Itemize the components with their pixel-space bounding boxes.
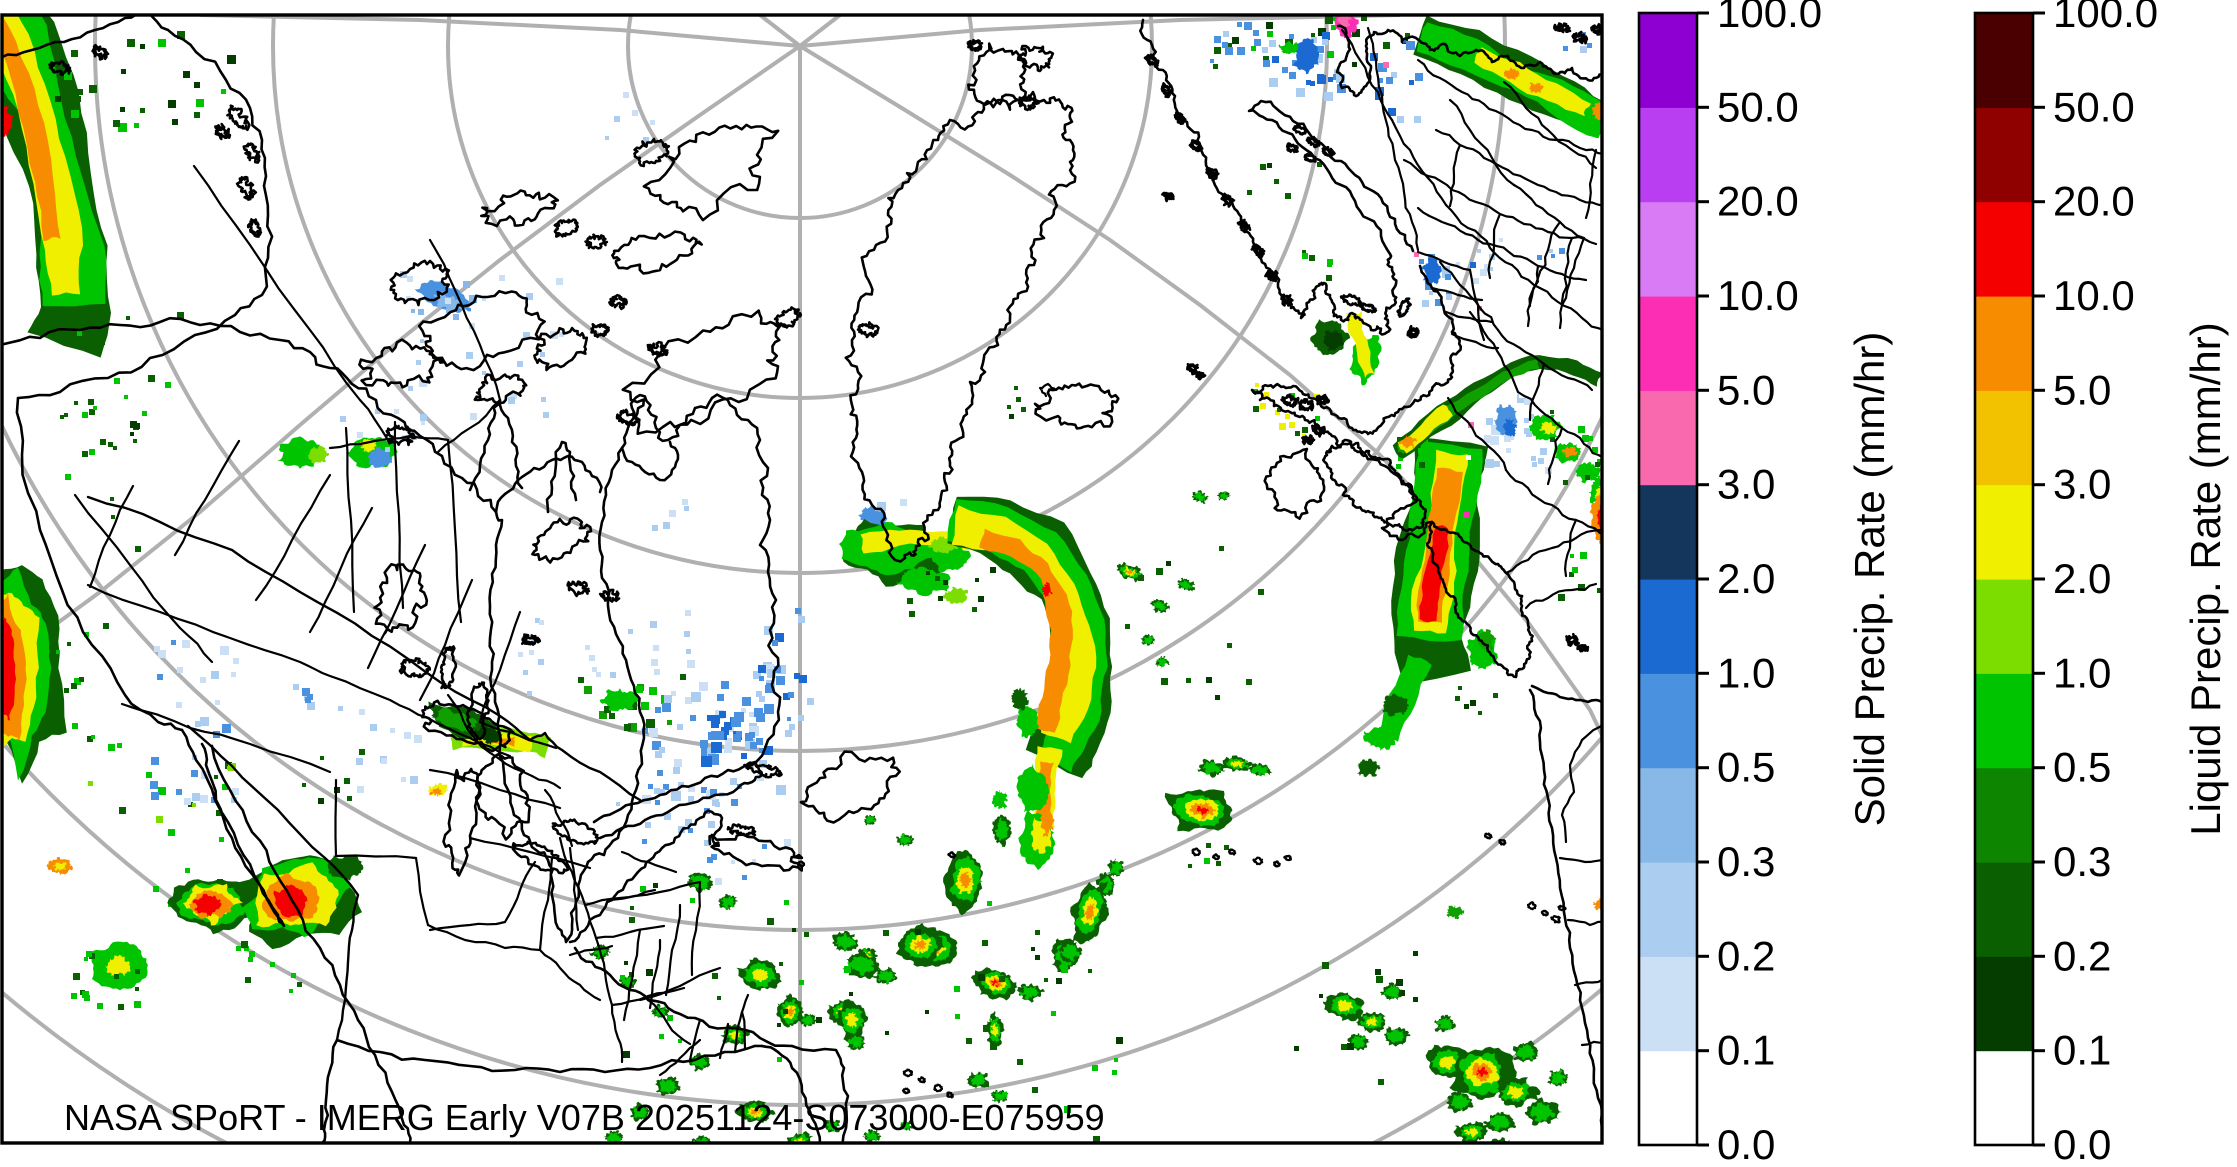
svg-text:2.0: 2.0 (1717, 555, 1775, 602)
svg-text:NASA SPoRT - IMERG Early V07B: NASA SPoRT - IMERG Early V07B 20251124-S… (64, 1097, 1105, 1138)
svg-text:0.1: 0.1 (1717, 1027, 1775, 1074)
svg-text:5.0: 5.0 (1717, 366, 1775, 413)
svg-text:10.0: 10.0 (2053, 272, 2135, 319)
svg-text:1.0: 1.0 (2053, 649, 2111, 696)
svg-text:0.5: 0.5 (1717, 744, 1775, 791)
svg-text:0.1: 0.1 (2053, 1027, 2111, 1074)
svg-text:0.3: 0.3 (2053, 838, 2111, 885)
svg-text:100.0: 100.0 (1717, 0, 1822, 36)
svg-text:50.0: 50.0 (2053, 83, 2135, 130)
svg-text:0.2: 0.2 (1717, 932, 1775, 979)
svg-text:2.0: 2.0 (2053, 555, 2111, 602)
svg-text:Liquid Precip. Rate (mm/hr): Liquid Precip. Rate (mm/hr) (2182, 322, 2229, 836)
svg-text:20.0: 20.0 (2053, 178, 2135, 225)
svg-text:3.0: 3.0 (2053, 461, 2111, 508)
svg-text:50.0: 50.0 (1717, 83, 1799, 130)
svg-text:3.0: 3.0 (1717, 461, 1775, 508)
svg-text:1.0: 1.0 (1717, 649, 1775, 696)
svg-text:0.0: 0.0 (1717, 1121, 1775, 1167)
svg-text:0.0: 0.0 (2053, 1121, 2111, 1167)
svg-text:10.0: 10.0 (1717, 272, 1799, 319)
svg-text:0.5: 0.5 (2053, 744, 2111, 791)
svg-text:0.3: 0.3 (1717, 838, 1775, 885)
svg-text:Solid Precip. Rate (mm/hr): Solid Precip. Rate (mm/hr) (1846, 332, 1893, 827)
svg-text:5.0: 5.0 (2053, 366, 2111, 413)
svg-text:0.2: 0.2 (2053, 932, 2111, 979)
svg-text:100.0: 100.0 (2053, 0, 2158, 36)
svg-text:20.0: 20.0 (1717, 178, 1799, 225)
